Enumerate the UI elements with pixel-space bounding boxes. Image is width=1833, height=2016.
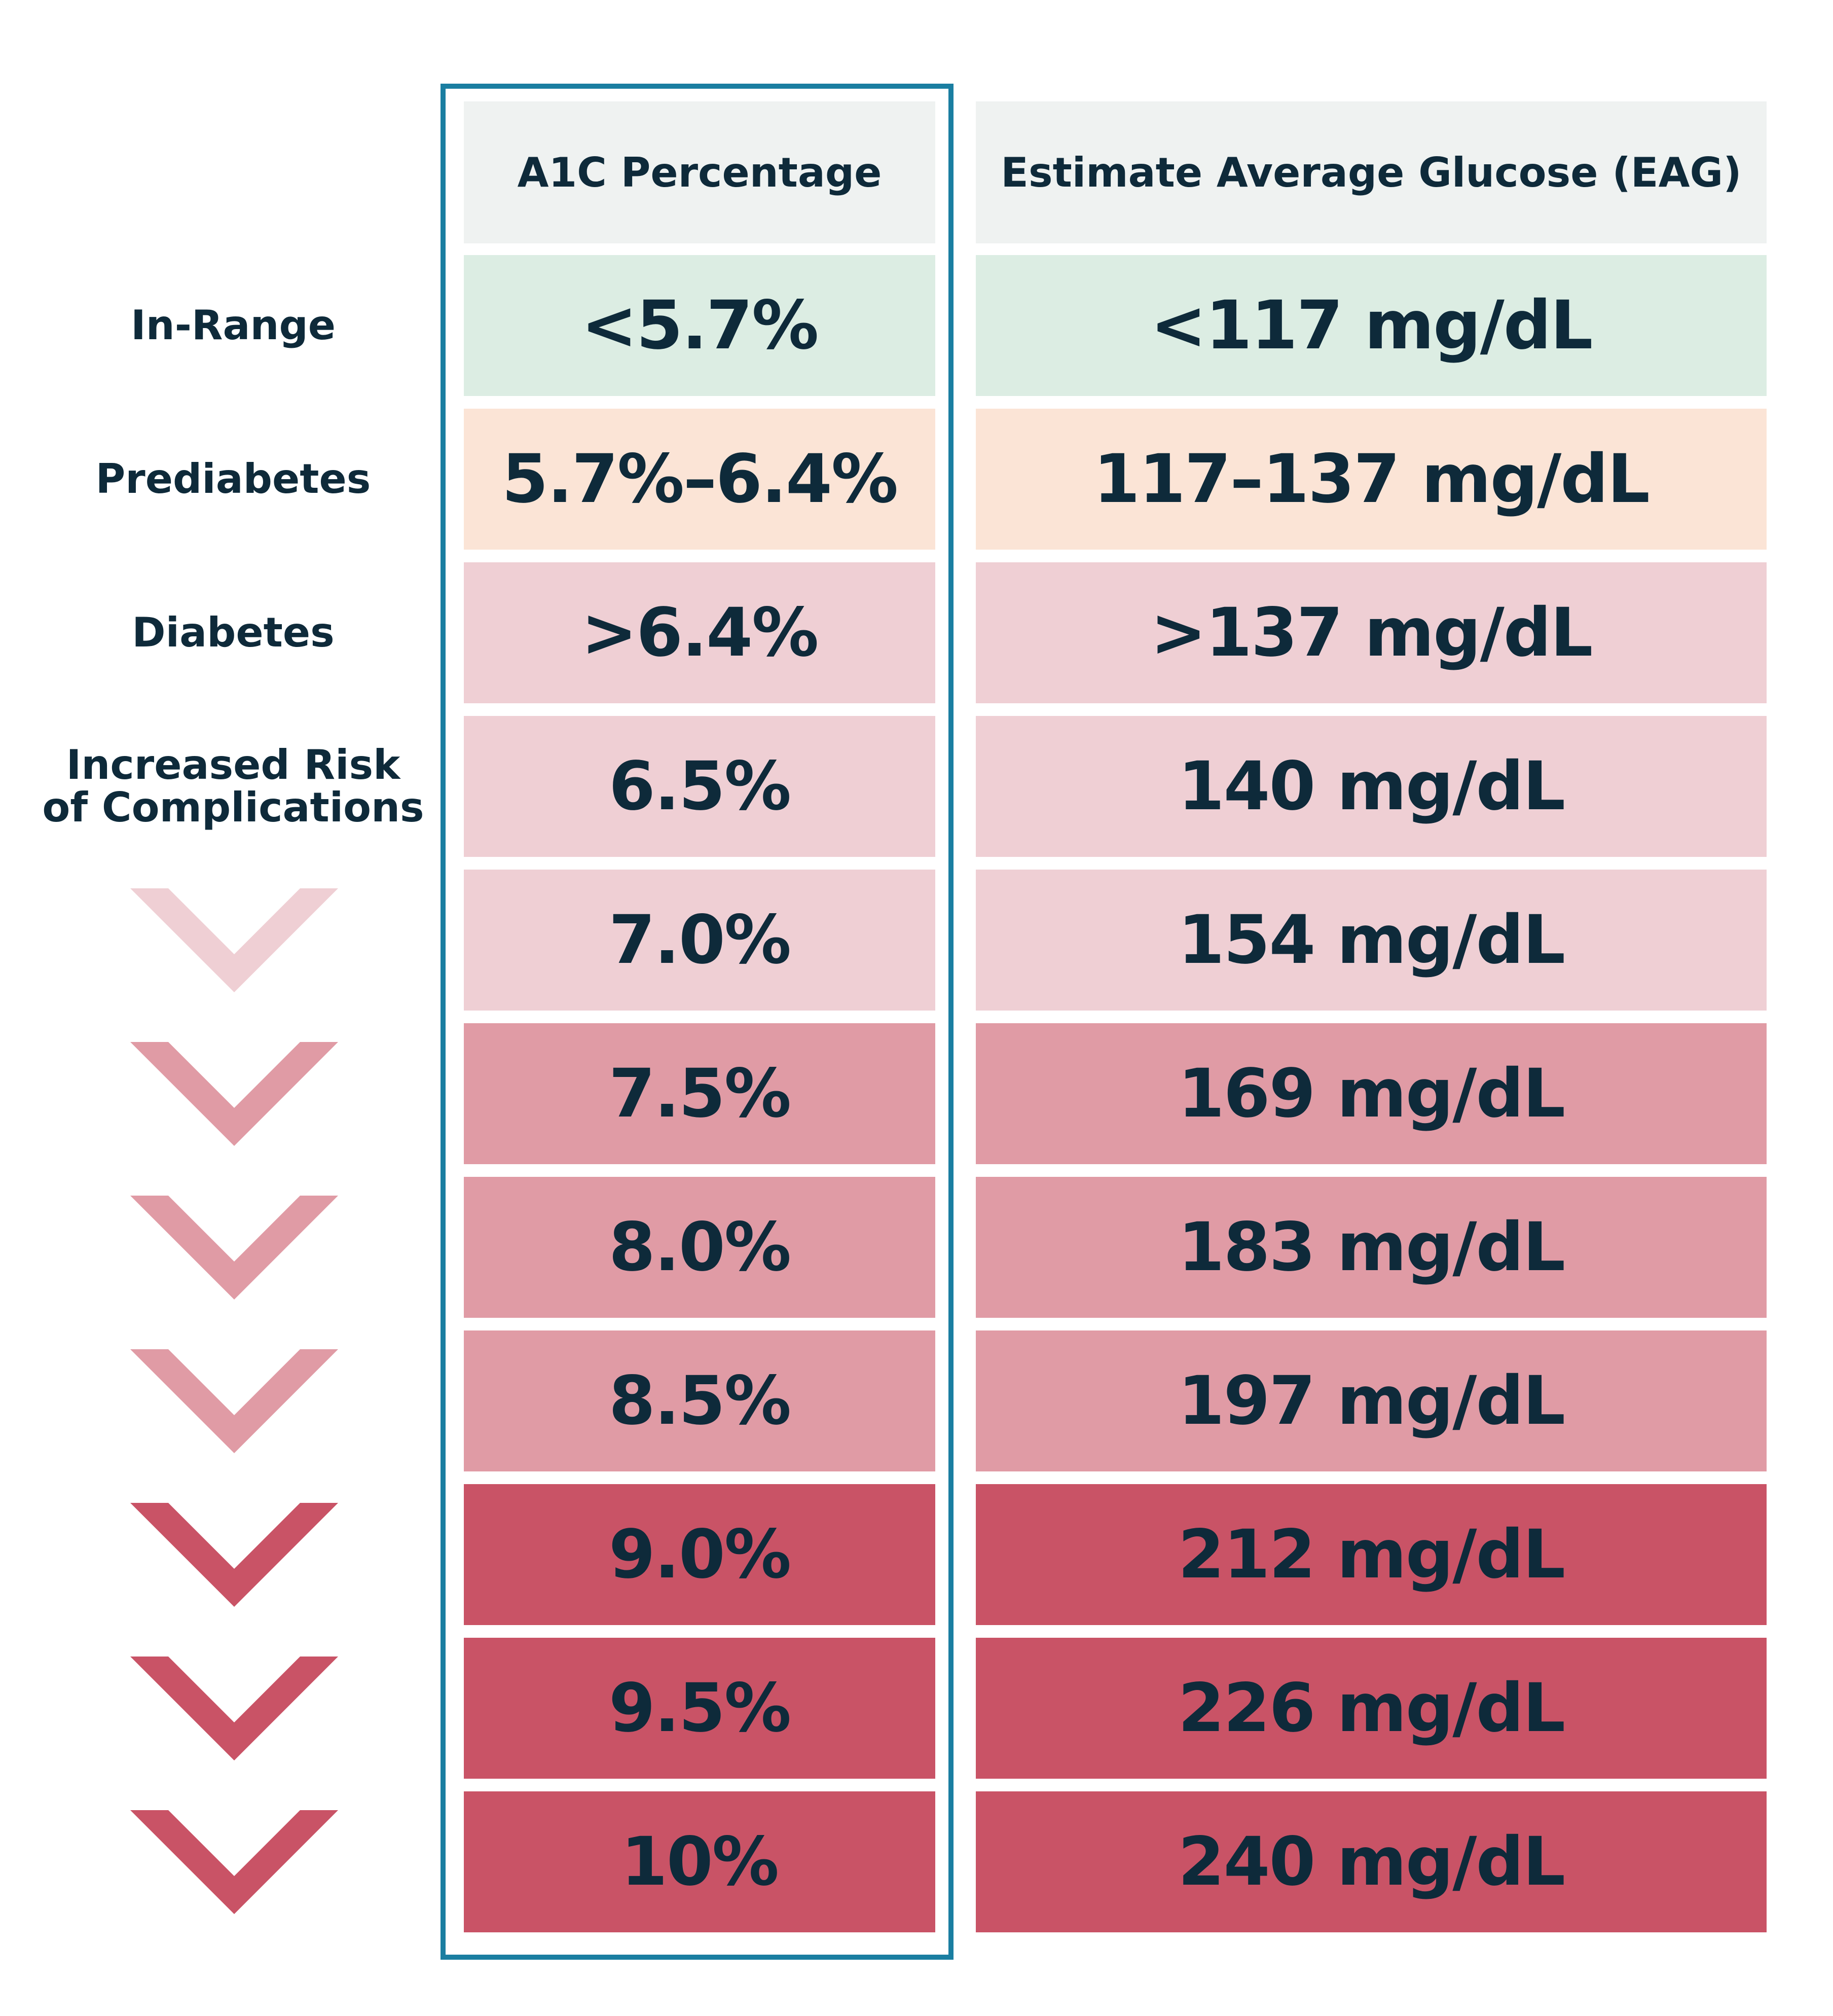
a1c-value-cell: 8.5%	[464, 1330, 935, 1471]
eag-value-cell: 117–137 mg/dL	[976, 409, 1767, 550]
a1c-value-cell: 6.5%	[464, 716, 935, 857]
a1c-value-cell: >6.4%	[464, 562, 935, 703]
chevron-down-icon	[130, 1349, 338, 1453]
chevron-down-icon	[130, 1810, 338, 1914]
eag-header: Estimate Average Glucose (EAG)	[976, 101, 1767, 243]
chevron-down-icon	[130, 1196, 338, 1300]
a1c-value-cell: 10%	[464, 1791, 935, 1932]
chevron-down-icon	[130, 888, 338, 992]
a1c-value-cell: 9.5%	[464, 1638, 935, 1779]
chevron-down-icon	[130, 1042, 338, 1146]
a1c-value-cell: <5.7%	[464, 255, 935, 396]
a1c-value-cell: 7.0%	[464, 870, 935, 1011]
a1c-value-cell: 7.5%	[464, 1023, 935, 1164]
chevron-down-icon	[130, 1657, 338, 1760]
eag-value-cell: 226 mg/dL	[976, 1638, 1767, 1779]
label-increased-risk: Increased Risk of Complications	[42, 741, 424, 831]
eag-value-cell: 197 mg/dL	[976, 1330, 1767, 1471]
eag-value-cell: 212 mg/dL	[976, 1484, 1767, 1625]
a1c-value-cell: 8.0%	[464, 1177, 935, 1318]
eag-value-cell: 154 mg/dL	[976, 870, 1767, 1011]
chevron-down-icon	[130, 1503, 338, 1607]
label-in-range: In-Range	[131, 302, 336, 349]
a1c-value-cell: 9.0%	[464, 1484, 935, 1625]
eag-value-cell: 140 mg/dL	[976, 716, 1767, 857]
a1c-percentage-header: A1C Percentage	[464, 101, 935, 243]
eag-value-cell: 183 mg/dL	[976, 1177, 1767, 1318]
label-prediabetes: Prediabetes	[95, 455, 371, 502]
eag-value-cell: >137 mg/dL	[976, 562, 1767, 703]
a1c-value-cell: 5.7%–6.4%	[464, 409, 935, 550]
eag-value-cell: 169 mg/dL	[976, 1023, 1767, 1164]
eag-value-cell: 240 mg/dL	[976, 1791, 1767, 1932]
eag-value-cell: <117 mg/dL	[976, 255, 1767, 396]
label-diabetes: Diabetes	[132, 609, 335, 656]
